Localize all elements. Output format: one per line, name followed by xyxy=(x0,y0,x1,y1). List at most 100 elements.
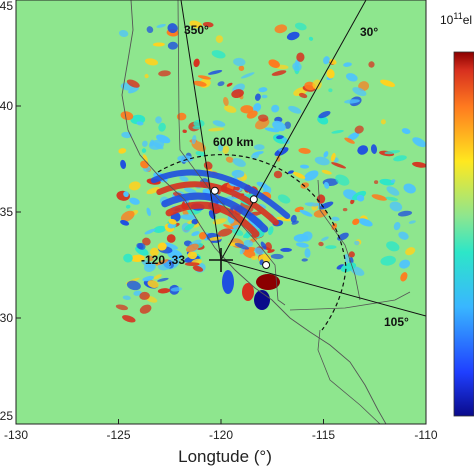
anomaly-patch xyxy=(304,170,319,181)
colorbar-label-base: 10 xyxy=(440,13,454,27)
anomaly-patch xyxy=(344,99,360,104)
anomaly-patch xyxy=(226,82,233,87)
anomaly-patch xyxy=(251,255,258,260)
anomaly-patch xyxy=(120,219,130,226)
anomaly-patch xyxy=(350,199,355,205)
anomaly-patch xyxy=(208,127,225,132)
anomaly-patch xyxy=(258,87,268,93)
anomaly-patch xyxy=(182,210,189,216)
colorbar-label: 1011el xyxy=(440,11,472,27)
border-inland xyxy=(317,179,361,301)
anomaly-patch xyxy=(126,79,140,88)
anomaly-patch xyxy=(358,218,373,227)
anomaly-patch xyxy=(167,41,178,50)
anomaly-patch xyxy=(274,24,288,34)
anomaly-patch xyxy=(397,210,413,217)
anomaly-patch xyxy=(319,201,334,210)
anomaly-patch xyxy=(254,93,261,101)
anomaly-patch xyxy=(408,220,416,224)
anomaly-patch xyxy=(136,242,144,250)
anomaly-patch xyxy=(189,20,203,29)
border-south xyxy=(289,291,411,424)
anomaly-patch xyxy=(412,161,426,168)
anomaly-patch xyxy=(133,290,142,296)
anomaly-patch xyxy=(120,159,127,169)
anomaly-patch xyxy=(273,170,283,179)
anomaly-patch xyxy=(150,247,159,257)
anomaly-patch xyxy=(335,174,350,186)
anomaly-patch xyxy=(323,56,330,65)
anomaly-band xyxy=(161,192,269,233)
anomaly-patch xyxy=(264,127,280,133)
anomaly-patch xyxy=(240,105,254,114)
anomaly-patch xyxy=(157,288,171,294)
anomaly-patch xyxy=(330,152,336,162)
anomaly-patch xyxy=(156,134,171,144)
anomaly-patch xyxy=(192,80,207,87)
anomaly-patch xyxy=(288,105,302,114)
y-tick-label: 45 xyxy=(0,0,13,13)
anomaly-patch xyxy=(198,232,207,240)
anomaly-patch xyxy=(399,259,411,269)
anomaly-patch xyxy=(370,144,378,154)
anomaly-patch xyxy=(304,248,311,258)
colorbar-label-exp: 11 xyxy=(453,11,462,21)
anomaly-patch xyxy=(386,186,400,196)
anomaly-patch xyxy=(386,241,400,252)
anomaly-patch xyxy=(118,30,129,37)
anomaly-patch xyxy=(384,150,401,155)
anomaly-patch xyxy=(296,52,305,62)
anomaly-patch xyxy=(222,145,230,154)
anomaly-patch xyxy=(280,247,292,252)
anomaly-patch xyxy=(144,228,156,235)
anomaly-patch xyxy=(368,61,375,68)
anomaly-patch xyxy=(265,242,272,251)
anomaly-patch xyxy=(191,135,197,145)
anomaly-patch xyxy=(118,148,127,154)
anomaly-patch xyxy=(149,139,155,147)
anomaly-patch xyxy=(321,169,332,175)
anomaly-patch xyxy=(260,241,267,250)
anomaly-patch xyxy=(254,247,264,255)
anomaly-patch xyxy=(191,218,199,225)
anomaly-patch xyxy=(142,140,148,147)
x-tick-label: -115 xyxy=(312,428,335,442)
anomaly-patch xyxy=(393,155,407,162)
state-border xyxy=(177,0,286,306)
anomaly-patch xyxy=(187,251,198,260)
anomaly-patch xyxy=(240,72,255,79)
anomaly-patch xyxy=(276,135,284,140)
anomaly-patch xyxy=(130,254,145,263)
anomaly-patch xyxy=(323,151,329,158)
label-ray-105: 105° xyxy=(384,315,409,329)
anomaly-patch xyxy=(290,214,297,223)
anomaly-patch xyxy=(298,147,311,154)
colorbar xyxy=(453,51,474,417)
x-tick-label: -125 xyxy=(106,428,130,442)
anomaly-patch xyxy=(403,183,416,194)
anomaly-patch xyxy=(253,102,262,113)
anomaly-patch xyxy=(412,137,426,148)
anomaly-patch xyxy=(166,234,176,243)
anomaly-patch xyxy=(326,69,335,79)
anomaly-patch xyxy=(271,70,287,76)
anomaly-patch xyxy=(268,59,280,68)
anomaly-patch xyxy=(374,180,379,185)
anomaly-patch xyxy=(349,257,354,265)
anomaly-patch xyxy=(390,179,396,184)
anomaly-patch xyxy=(398,231,409,240)
anomaly-patch xyxy=(253,144,265,151)
anomaly-patch xyxy=(135,246,149,256)
anomaly-patch xyxy=(184,223,195,231)
anomaly-patch xyxy=(401,128,411,135)
anomaly-patch xyxy=(146,187,160,195)
anomaly-patch xyxy=(197,75,212,80)
anomaly-patch xyxy=(340,262,357,273)
anomaly-patch xyxy=(185,243,199,253)
anomaly-patch xyxy=(147,280,159,289)
anomaly-patch xyxy=(128,181,141,191)
anomaly-patch xyxy=(193,119,205,128)
anomaly-patch xyxy=(301,258,308,262)
ray-350 xyxy=(180,0,222,261)
